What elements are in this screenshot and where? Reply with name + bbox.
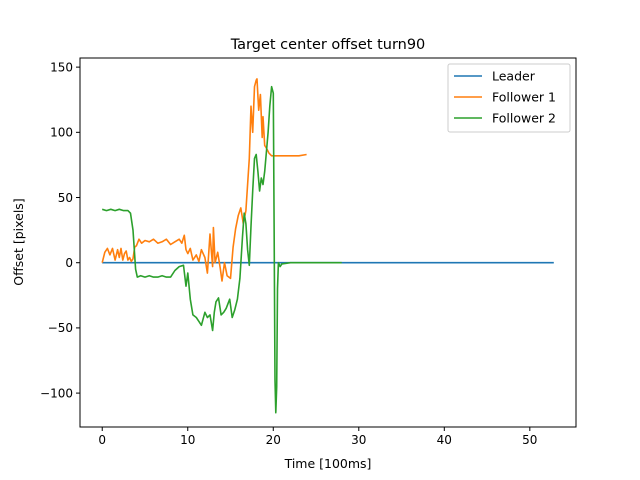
x-axis-label: Time [100ms] <box>284 456 372 471</box>
x-tick-label: 30 <box>351 433 366 447</box>
x-axis: 0 10 20 30 40 50 <box>98 427 537 447</box>
series-layer <box>101 78 554 414</box>
y-tick-label: −50 <box>48 321 73 335</box>
y-tick-label: 50 <box>58 191 73 205</box>
y-tick-label: 150 <box>50 60 73 74</box>
y-tick-label: 100 <box>50 126 73 140</box>
y-axis: −100 −50 0 50 100 150 <box>40 60 80 400</box>
y-tick-label: −100 <box>40 386 73 400</box>
series-line-follower-1 <box>101 78 307 282</box>
legend-label-follower-1: Follower 1 <box>492 90 556 105</box>
y-tick-label: 0 <box>65 256 73 270</box>
x-tick-label: 10 <box>180 433 195 447</box>
plot-frame <box>79 57 577 428</box>
chart-title: Target center offset turn90 <box>230 37 426 53</box>
legend-label-follower-2: Follower 2 <box>492 111 556 126</box>
x-tick-label: 40 <box>437 433 452 447</box>
legend-label-leader: Leader <box>492 69 536 84</box>
legend-box <box>447 63 571 133</box>
x-tick-label: 0 <box>98 433 106 447</box>
series-line-follower-2 <box>101 85 342 414</box>
x-tick-label: 50 <box>522 433 537 447</box>
y-axis-label: Offset [pixels] <box>11 198 26 285</box>
legend: Leader Follower 1 Follower 2 <box>447 63 571 133</box>
x-tick-label: 20 <box>266 433 281 447</box>
